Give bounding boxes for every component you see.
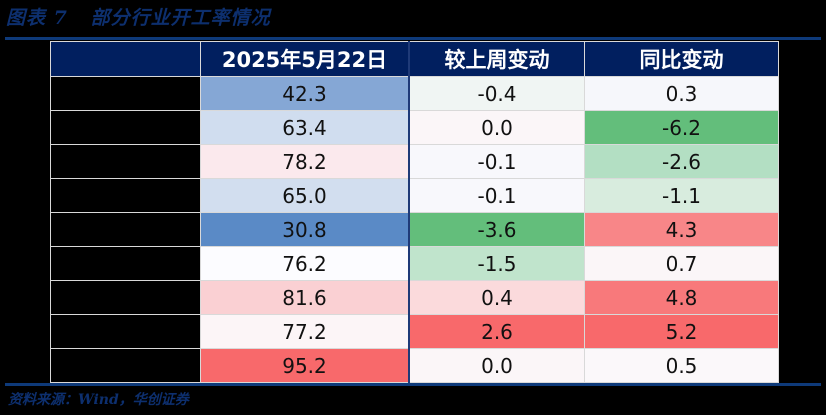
utilization-value: 63.4 <box>200 110 410 145</box>
wow-change: -0.4 <box>408 76 585 111</box>
utilization-value: 76.2 <box>200 246 410 281</box>
utilization-value: 95.2 <box>200 348 410 383</box>
table-row: 77.2 2.6 5.2 <box>50 314 779 349</box>
utilization-value: 81.6 <box>200 280 410 315</box>
wow-change: -3.6 <box>408 212 585 247</box>
table-row: 81.6 0.4 4.8 <box>50 280 779 315</box>
bottom-divider <box>5 383 821 386</box>
yoy-change: 0.3 <box>584 76 779 111</box>
wow-change: -0.1 <box>408 144 585 179</box>
table-row: 30.8 -3.6 4.3 <box>50 212 779 247</box>
industry-name <box>50 348 201 383</box>
wow-change: 0.0 <box>408 110 585 145</box>
yoy-change: 4.8 <box>584 280 779 315</box>
yoy-change: -6.2 <box>584 110 779 145</box>
utilization-value: 78.2 <box>200 144 410 179</box>
table-row: 63.4 0.0 -6.2 <box>50 110 779 145</box>
yoy-change: -2.6 <box>584 144 779 179</box>
industry-name <box>50 212 201 247</box>
industry-name <box>50 280 201 315</box>
yoy-change: 0.7 <box>584 246 779 281</box>
top-divider <box>5 37 821 40</box>
table-row: 42.3 -0.4 0.3 <box>50 76 779 111</box>
header-row: 2025年5月22日 较上周变动 同比变动 <box>50 41 779 77</box>
table-row: 78.2 -0.1 -2.6 <box>50 144 779 179</box>
utilization-value: 77.2 <box>200 314 410 349</box>
wow-change: -1.5 <box>408 246 585 281</box>
industry-name <box>50 144 201 179</box>
utilization-value: 30.8 <box>200 212 410 247</box>
wow-change: 2.6 <box>408 314 585 349</box>
utilization-value: 42.3 <box>200 76 410 111</box>
header-industry <box>50 41 201 77</box>
yoy-change: 5.2 <box>584 314 779 349</box>
yoy-change: 4.3 <box>584 212 779 247</box>
figure-title: 图表 7 部分行业开工率情况 <box>6 7 271 29</box>
industry-name <box>50 178 201 213</box>
industry-name <box>50 314 201 349</box>
utilization-value: 65.0 <box>200 178 410 213</box>
table-row: 76.2 -1.5 0.7 <box>50 246 779 281</box>
wow-change: 0.0 <box>408 348 585 383</box>
industry-name <box>50 246 201 281</box>
utilization-table: 2025年5月22日 较上周变动 同比变动 42.3 -0.4 0.3 63.4 0.… <box>50 41 779 383</box>
source-note: 资料来源：Wind，华创证券 <box>8 392 189 408</box>
table-row: 95.2 0.0 0.5 <box>50 348 779 383</box>
yoy-change: 0.5 <box>584 348 779 383</box>
wow-change: 0.4 <box>408 280 585 315</box>
yoy-change: -1.1 <box>584 178 779 213</box>
industry-name <box>50 110 201 145</box>
industry-name <box>50 76 201 111</box>
wow-change: -0.1 <box>408 178 585 213</box>
header-date: 2025年5月22日 <box>200 41 410 77</box>
header-wow-change: 较上周变动 <box>408 41 585 77</box>
table-row: 65.0 -0.1 -1.1 <box>50 178 779 213</box>
header-yoy-change: 同比变动 <box>584 41 779 77</box>
